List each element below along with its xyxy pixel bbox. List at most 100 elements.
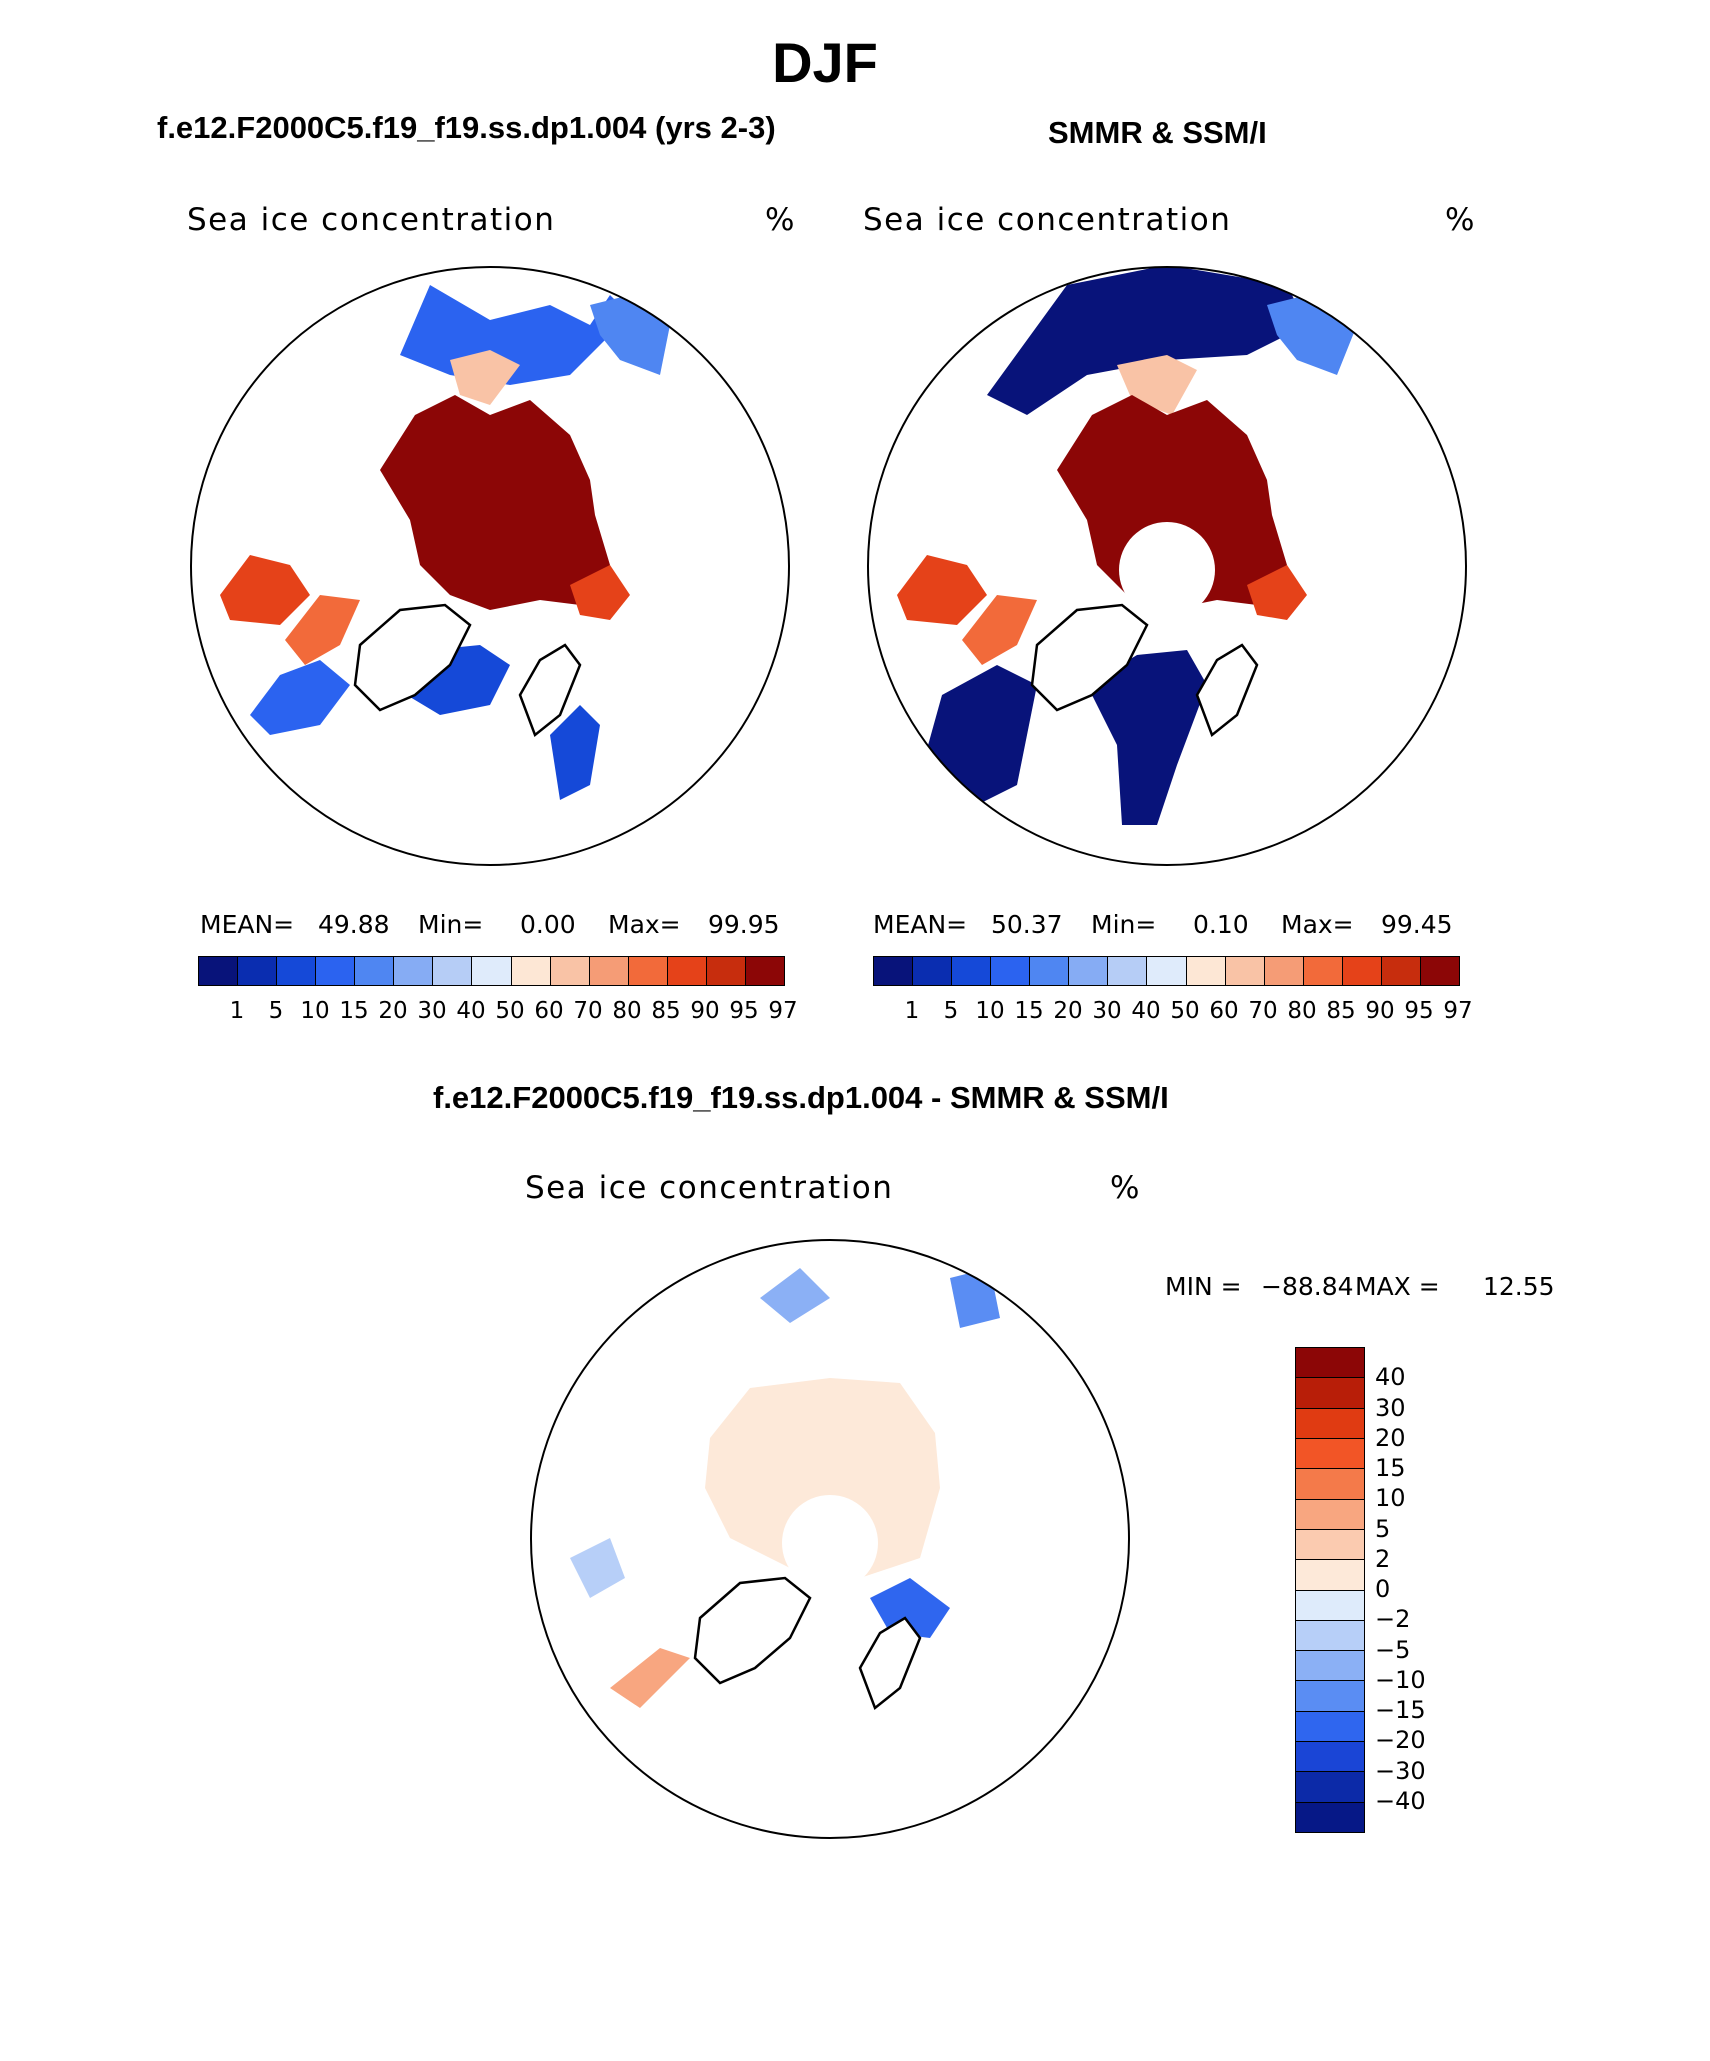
colorbar-tick-label: 10 [1375,1484,1406,1513]
colorbar-swatch [1342,957,1382,985]
colorbar-swatch [1296,1529,1364,1561]
colorbar-swatch [433,957,473,985]
colorbar-tick-label: 85 [1326,998,1356,1024]
stats-max-value: 99.95 [708,910,780,939]
colorbar-swatch [667,957,707,985]
colorbar-swatch [1030,957,1070,985]
colorbar-swatch [1296,1742,1364,1773]
land-scandinavia [518,643,582,738]
stats-mean-value: 50.37 [991,910,1063,939]
page-title: DJF [772,31,878,94]
land-greenland [353,603,472,712]
colorbar-swatch [1296,1378,1364,1409]
ice-band-navy-north [987,267,1307,415]
ice-band-red-east [570,565,630,620]
colorbar-swatch [1147,957,1187,985]
polar-map-model [190,266,790,866]
colorbar-tick-label: 85 [651,998,681,1024]
ice-band-blue-labrador [250,660,350,735]
ice-band-blue-baltic [550,705,600,800]
stats-min-value: 0.10 [1193,910,1249,939]
colorbar-swatch [1069,957,1109,985]
colorbar-swatch [1296,1590,1364,1621]
colorbar-tick-label: 97 [1443,998,1473,1024]
stats-min-label: MIN = [1165,1272,1242,1301]
colorbar-swatch [1296,1681,1364,1712]
ice-band-navy-labrador [917,665,1037,805]
colorbar-swatch [1264,957,1304,985]
colorbar-swatch [706,957,746,985]
colorbar-tick-label: 80 [612,998,642,1024]
colorbar-tick-label: −10 [1375,1665,1426,1694]
colorbar-swatch [913,957,953,985]
colorbar-tick-label: 30 [1092,998,1122,1024]
colorbar-tick-label: 0 [1375,1575,1391,1603]
stats-mean-value: 49.88 [318,910,390,939]
colorbar-swatch [589,957,629,985]
colorbar-swatch [1296,1651,1364,1682]
colorbar-obs [873,956,1460,986]
colorbar-swatch [511,957,551,985]
colorbar-tick-label: −5 [1375,1635,1411,1664]
diff-blue-baffin [570,1538,625,1598]
panel-title-diff: Sea ice concentration [525,1170,894,1206]
stats-max-label: Max= [1281,910,1354,939]
colorbar-swatch [874,957,914,985]
polar-map-diff [530,1239,1130,1839]
colorbar-swatch [199,957,239,985]
colorbar-labels-obs: 1 5 10 15 20 30 40 50 60 70 80 85 90 95 97 [873,998,1473,1028]
diff-blue-north [760,1268,830,1323]
colorbar-tick-label: 5 [1375,1514,1391,1543]
land-scandinavia [1195,643,1259,738]
colorbar-tick-label: 30 [417,998,447,1024]
ice-band-navy-atlantic [1087,650,1207,825]
colorbar-tick-label: 15 [339,998,369,1024]
colorbar-model [198,956,785,986]
colorbar-swatch [1296,1772,1364,1803]
colorbar-tick-label: 95 [729,998,759,1024]
colorbar-tick-label: 15 [1014,998,1044,1024]
diff-orange-greenland-sea [610,1648,690,1708]
colorbar-labels-model: 1 5 10 15 20 30 40 50 60 70 80 85 90 95 97 [198,998,798,1028]
colorbar-swatch [628,957,668,985]
colorbar-swatch [1108,957,1148,985]
colorbar-tick-label: −15 [1375,1696,1426,1724]
colorbar-tick-label: 50 [495,998,525,1024]
colorbar-tick-label: 95 [1404,998,1434,1024]
colorbar-swatch [1296,1711,1364,1743]
diff-blue-east [870,1578,950,1638]
colorbar-swatch [745,957,784,985]
panel-title-obs: Sea ice concentration [863,202,1232,238]
colorbar-swatch [394,957,434,985]
colorbar-tick-label: 15 [1375,1454,1406,1482]
colorbar-tick-label: 90 [690,998,720,1024]
unit-model: % [765,202,795,238]
stats-mean-label: MEAN= [873,910,968,939]
colorbar-tick-label: −20 [1375,1726,1426,1755]
colorbar-tick-label: 10 [300,998,330,1024]
colorbar-tick-label: 5 [268,998,284,1024]
colorbar-tick-label: 70 [1248,998,1278,1024]
colorbar-labels-diff: 40 30 20 15 10 5 2 0 −2 −5 −10 −15 −20 −30 −40 [1375,1347,1445,1831]
colorbar-tick-label: 40 [1131,998,1161,1024]
colorbar-swatch [1225,957,1265,985]
colorbar-tick-label: 1 [229,998,245,1024]
colorbar-swatch [1381,957,1421,985]
pole-hole [1119,522,1215,618]
colorbar-tick-label: −30 [1375,1756,1426,1785]
stats-max-label: Max= [608,910,681,939]
colorbar-swatch [277,957,317,985]
colorbar-tick-label: 50 [1170,998,1200,1024]
stats-min-value: 0.00 [520,910,576,939]
colorbar-swatch [1296,1438,1364,1470]
colorbar-swatch [1296,1348,1364,1379]
colorbar-tick-label: 90 [1365,998,1395,1024]
stats-min-value: −88.84 [1261,1272,1354,1301]
diff-neutral-core [705,1378,940,1578]
case-title-obs: SMMR & SSM/I [1048,115,1267,150]
colorbar-tick-label: 60 [1209,998,1239,1024]
colorbar-swatch [238,957,278,985]
ice-band-orange-baffin [962,595,1037,665]
colorbar-swatch [355,957,395,985]
unit-obs: % [1445,202,1475,238]
